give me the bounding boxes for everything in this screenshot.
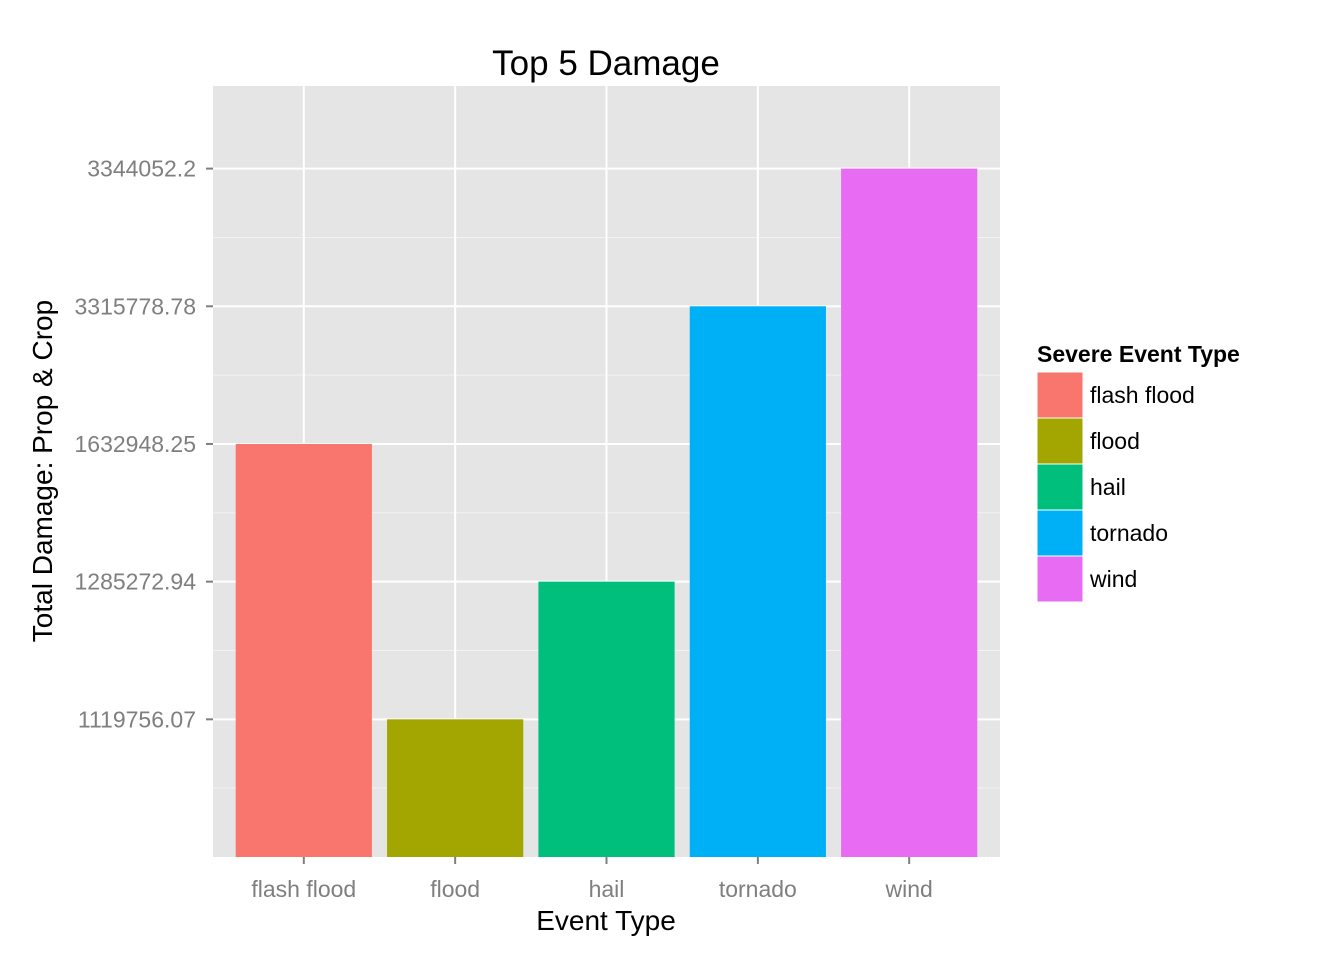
x-tick-label: wind [885,876,933,902]
legend: Severe Event Type flash flood flood hail to… [1036,341,1240,603]
legend-swatch-wind [1036,555,1084,603]
x-tick-label: flood [430,876,480,902]
x-tick-label: flash flood [251,876,356,902]
x-tick-label: tornado [719,876,797,902]
chart-title: Top 5 Damage [492,44,720,83]
bar-wind [841,168,978,857]
bars [235,168,978,857]
y-axis: 1119756.07 1285272.94 1632948.25 3315778.78… [74,156,213,732]
bar-tornado [689,306,826,857]
legend-label: flood [1090,428,1140,454]
legend-swatch-hail [1036,463,1084,511]
legend-swatch-tornado [1036,509,1084,557]
bar-flood [387,719,524,857]
legend-label: tornado [1090,520,1168,546]
y-tick-label: 3344052.2 [87,156,196,182]
bar-flash-flood [235,443,372,857]
y-tick-label: 1285272.94 [74,569,196,595]
legend-swatch-flash-flood [1036,371,1084,419]
y-tick-label: 1632948.25 [74,431,196,457]
x-axis: flash flood flood hail tornado wind [251,857,933,902]
legend-title: Severe Event Type [1037,341,1240,367]
y-tick-label: 1119756.07 [78,706,196,732]
y-axis-title: Total Damage: Prop & Crop [27,300,58,642]
x-tick-label: hail [589,876,625,902]
legend-label: hail [1090,474,1126,500]
legend-swatch-flood [1036,417,1084,465]
bar-hail [538,581,675,857]
y-tick-label: 3315778.78 [74,293,196,319]
x-axis-title: Event Type [536,905,676,936]
legend-label: wind [1089,566,1137,592]
legend-label: flash flood [1090,382,1195,408]
